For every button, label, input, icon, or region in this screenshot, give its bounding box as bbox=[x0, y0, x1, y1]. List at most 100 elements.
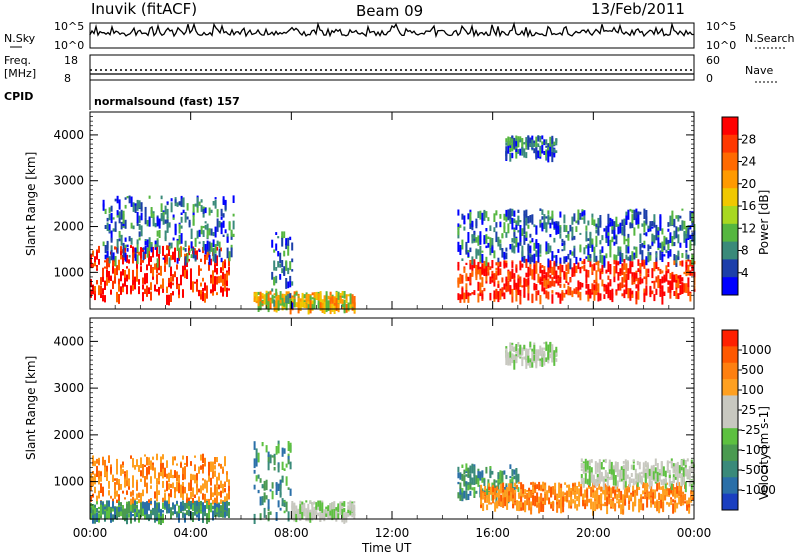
range-cell bbox=[271, 490, 274, 500]
range-cell bbox=[158, 490, 160, 495]
range-cell bbox=[621, 293, 624, 297]
range-cell bbox=[96, 495, 98, 505]
range-cell bbox=[533, 242, 536, 250]
range-cell bbox=[525, 137, 528, 143]
range-cell bbox=[188, 501, 190, 507]
range-cell bbox=[218, 220, 221, 228]
range-cell bbox=[517, 342, 520, 347]
range-cell bbox=[488, 486, 491, 490]
range-cell bbox=[549, 222, 552, 229]
range-cell bbox=[485, 228, 488, 232]
range-cell bbox=[505, 348, 508, 358]
range-cell bbox=[196, 485, 198, 488]
range-cell bbox=[601, 235, 604, 241]
range-cell bbox=[281, 303, 284, 311]
range-cell bbox=[469, 465, 472, 474]
range-cell bbox=[671, 214, 674, 226]
range-cell bbox=[273, 457, 276, 466]
range-cell bbox=[303, 302, 306, 308]
range-cell bbox=[496, 500, 499, 509]
range-cell bbox=[461, 292, 464, 300]
range-cell bbox=[475, 250, 478, 254]
range-cell bbox=[124, 197, 127, 200]
range-cell bbox=[108, 505, 110, 512]
range-cell bbox=[503, 470, 506, 475]
range-cell bbox=[509, 244, 512, 250]
range-cell bbox=[467, 232, 470, 243]
range-cell bbox=[645, 276, 648, 285]
range-cell bbox=[295, 505, 298, 509]
range-cell bbox=[625, 244, 628, 254]
range-cell bbox=[571, 290, 574, 298]
range-cell bbox=[547, 151, 550, 163]
range-cell bbox=[267, 451, 270, 457]
range-cell bbox=[588, 470, 591, 482]
range-cell bbox=[106, 471, 108, 481]
range-cell bbox=[683, 220, 686, 230]
range-cell bbox=[511, 152, 514, 159]
range-cell bbox=[206, 229, 209, 239]
range-cell bbox=[204, 207, 207, 214]
range-cell bbox=[549, 146, 552, 157]
range-cell bbox=[196, 485, 198, 495]
range-cell bbox=[594, 490, 597, 500]
range-cell bbox=[98, 245, 100, 253]
range-cell bbox=[689, 260, 692, 267]
range-cell bbox=[480, 489, 483, 501]
range-cell bbox=[602, 459, 605, 463]
range-cell bbox=[590, 498, 593, 510]
range-cell bbox=[283, 297, 286, 303]
range-cell bbox=[184, 264, 186, 274]
range-cell bbox=[591, 292, 594, 295]
range-cell bbox=[674, 502, 677, 513]
range-cell bbox=[514, 502, 517, 506]
range-cell bbox=[634, 468, 637, 473]
range-cell bbox=[513, 140, 516, 149]
range-cell bbox=[642, 462, 645, 472]
range-cell bbox=[640, 502, 643, 511]
range-cell bbox=[341, 508, 344, 518]
range-cell bbox=[573, 273, 576, 276]
range-cell bbox=[94, 293, 96, 301]
colorbar-swatch bbox=[722, 241, 738, 260]
range-cell bbox=[184, 466, 186, 474]
range-cell bbox=[626, 464, 629, 471]
range-cell bbox=[569, 277, 572, 282]
range-cell bbox=[675, 274, 678, 284]
range-cell bbox=[656, 482, 659, 492]
range-cell bbox=[539, 219, 542, 228]
range-cell bbox=[309, 301, 312, 307]
range-cell bbox=[573, 213, 576, 222]
range-cell bbox=[144, 464, 146, 467]
range-cell bbox=[160, 203, 163, 212]
range-cell bbox=[122, 505, 124, 512]
range-cell bbox=[690, 496, 693, 503]
range-cell bbox=[570, 488, 573, 493]
range-cell bbox=[628, 480, 631, 488]
range-cell bbox=[544, 485, 547, 491]
range-cell bbox=[108, 511, 110, 519]
scatter-region bbox=[505, 135, 558, 163]
range-cell bbox=[560, 487, 563, 496]
range-cell bbox=[512, 488, 515, 495]
range-cell bbox=[543, 266, 546, 271]
range-cell bbox=[553, 141, 556, 146]
range-cell bbox=[622, 498, 625, 510]
range-cell bbox=[202, 277, 204, 282]
range-cell bbox=[537, 253, 540, 263]
range-cell bbox=[587, 249, 590, 261]
colorbar-tick-label: 20 bbox=[741, 177, 756, 191]
range-cell bbox=[573, 245, 576, 249]
range-cell bbox=[545, 224, 548, 233]
range-cell bbox=[196, 514, 198, 518]
range-cell bbox=[218, 503, 220, 512]
range-cell bbox=[469, 223, 472, 229]
range-cell bbox=[531, 254, 534, 263]
range-cell bbox=[630, 492, 633, 496]
range-cell bbox=[94, 473, 96, 485]
range-cell bbox=[100, 504, 102, 516]
range-cell bbox=[485, 276, 488, 282]
range-cell bbox=[535, 142, 538, 148]
range-cell bbox=[489, 466, 492, 469]
range-cell bbox=[517, 149, 520, 154]
